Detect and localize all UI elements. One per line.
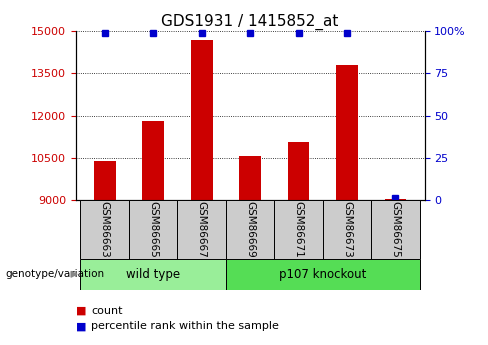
Bar	[239, 156, 261, 200]
Text: ■: ■	[76, 306, 86, 316]
Text: p107 knockout: p107 knockout	[279, 268, 366, 281]
Text: GSM86665: GSM86665	[148, 201, 158, 258]
Text: wild type: wild type	[126, 268, 180, 281]
Bar	[385, 199, 407, 200]
Bar	[336, 65, 358, 200]
Text: GSM86667: GSM86667	[197, 201, 206, 258]
Text: genotype/variation: genotype/variation	[5, 269, 104, 279]
Text: GSM86669: GSM86669	[245, 201, 255, 258]
Bar	[129, 200, 178, 259]
Bar	[287, 142, 309, 200]
Bar	[81, 259, 226, 290]
Title: GDS1931 / 1415852_at: GDS1931 / 1415852_at	[162, 13, 339, 30]
Bar	[274, 200, 323, 259]
Text: ■: ■	[76, 321, 86, 331]
Bar	[371, 200, 420, 259]
Bar	[178, 200, 226, 259]
Bar	[226, 200, 274, 259]
Text: count: count	[91, 306, 123, 316]
Text: GSM86663: GSM86663	[100, 201, 110, 258]
Bar	[191, 40, 213, 200]
Bar	[94, 161, 116, 200]
Bar	[226, 259, 420, 290]
Text: GSM86673: GSM86673	[342, 201, 352, 258]
Text: GSM86675: GSM86675	[390, 201, 401, 258]
Bar	[81, 200, 129, 259]
Bar	[142, 121, 164, 200]
Bar	[323, 200, 371, 259]
Text: GSM86671: GSM86671	[294, 201, 304, 258]
Text: percentile rank within the sample: percentile rank within the sample	[91, 321, 279, 331]
